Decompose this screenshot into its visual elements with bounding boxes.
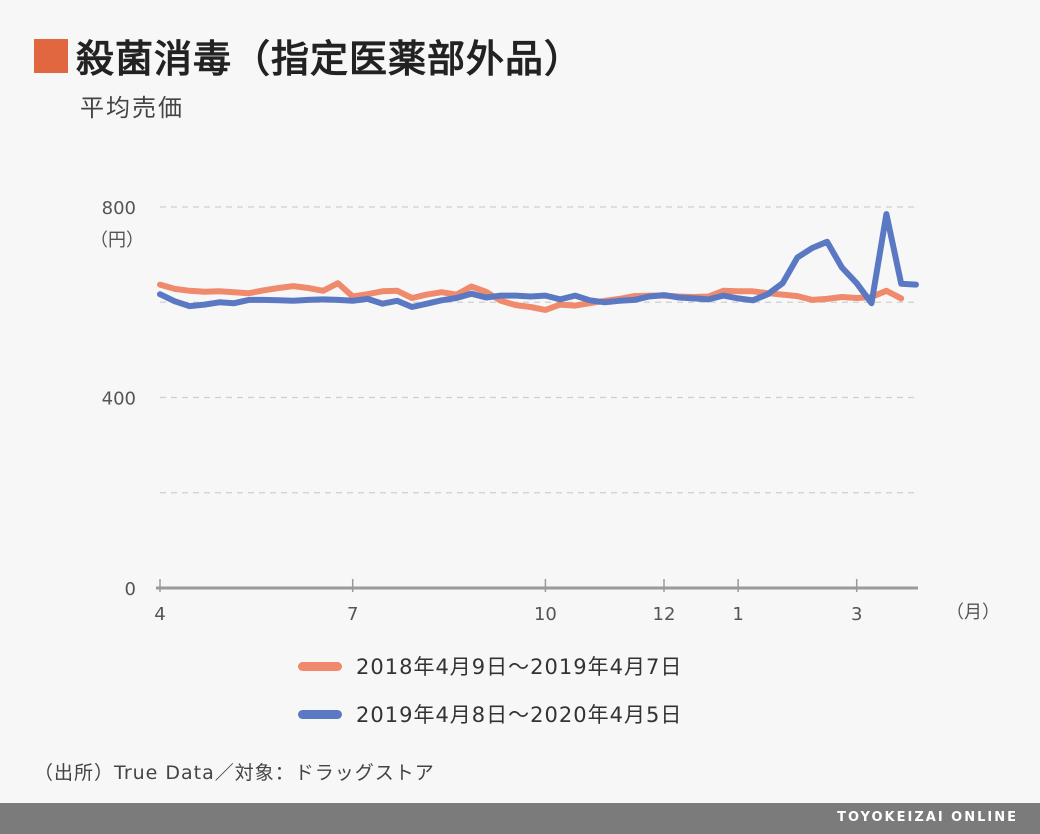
- footer-bar: TOYOKEIZAI ONLINE: [0, 803, 1040, 834]
- x-tick-label: 10: [534, 604, 557, 625]
- legend-label-2019: 2019年4月8日～2020年4月5日: [356, 703, 683, 727]
- legend-swatch-2019: [298, 709, 342, 719]
- series-line-2018: [157, 280, 905, 313]
- y-tick-label: 400: [102, 389, 136, 410]
- x-tick-label: 3: [851, 604, 862, 625]
- x-tick-label: 1: [732, 604, 743, 625]
- x-tick-label: 7: [347, 604, 358, 625]
- x-axis-unit-label: （月）: [946, 602, 1000, 623]
- legend: 2018年4月9日～2019年4月7日 2019年4月8日～2020年4月5日: [298, 650, 682, 746]
- legend-item-2018: 2018年4月9日～2019年4月7日: [298, 650, 682, 682]
- y-tick-label: 0: [125, 579, 136, 600]
- title-marker-icon: [34, 38, 68, 73]
- x-tick-label: 12: [653, 604, 676, 625]
- legend-label-2018: 2018年4月9日～2019年4月7日: [356, 655, 683, 679]
- y-tick-label: 800: [102, 198, 136, 219]
- chart-subtitle: 平均売価: [80, 94, 184, 122]
- y-axis-unit-label: （円）: [90, 230, 144, 251]
- source-note: （出所）True Data／対象：ドラッグストア: [34, 762, 435, 784]
- x-tick-label: 4: [154, 604, 165, 625]
- footer-brand: TOYOKEIZAI ONLINE: [837, 810, 1018, 825]
- series-line-2019: [157, 211, 919, 310]
- legend-item-2019: 2019年4月8日～2020年4月5日: [298, 698, 682, 730]
- chart-title: 殺菌消毒（指定医薬部外品）: [76, 37, 584, 81]
- chart-header: 殺菌消毒（指定医薬部外品）: [34, 28, 583, 83]
- legend-swatch-2018: [298, 661, 342, 671]
